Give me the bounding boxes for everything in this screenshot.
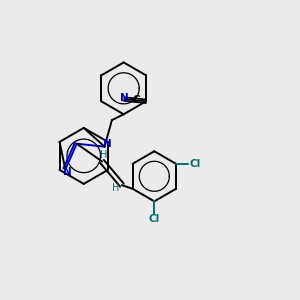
Text: Cl: Cl xyxy=(189,159,200,169)
Text: H: H xyxy=(112,183,119,193)
Text: C: C xyxy=(133,94,140,105)
Text: N: N xyxy=(120,93,128,103)
Text: N: N xyxy=(63,167,72,177)
Text: N: N xyxy=(103,139,111,149)
Text: H: H xyxy=(100,150,107,160)
Text: Cl: Cl xyxy=(149,214,160,224)
